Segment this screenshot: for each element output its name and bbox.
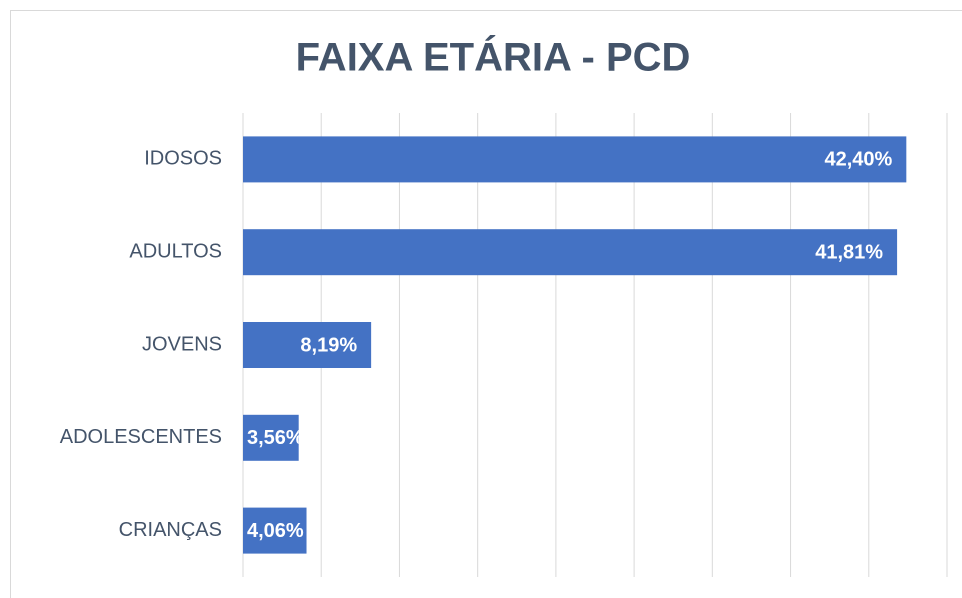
bar: [243, 229, 898, 276]
bar: [243, 507, 307, 554]
y-tick-label: IDOSOS: [144, 148, 222, 170]
data-label: 4,06%: [247, 520, 304, 542]
y-tick-label: ADULTOS: [129, 240, 222, 262]
y-tick-label: CRIANÇAS: [119, 519, 222, 541]
data-label: 8,19%: [300, 334, 357, 356]
data-label: 3,56%: [247, 427, 304, 449]
y-tick-label: JOVENS: [142, 333, 222, 355]
bar: [243, 136, 907, 183]
chart-title: FAIXA ETÁRIA - PCD: [296, 35, 691, 80]
bar: [243, 414, 299, 461]
data-label: 42,40%: [824, 149, 892, 171]
chart-frame: [10, 10, 962, 598]
data-label: 41,81%: [815, 241, 883, 263]
bar: [243, 322, 372, 368]
y-tick-label: ADOLESCENTES: [60, 426, 222, 448]
